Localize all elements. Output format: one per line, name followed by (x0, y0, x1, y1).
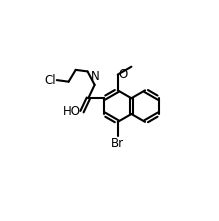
Text: Br: Br (111, 137, 124, 150)
Text: N: N (91, 70, 100, 83)
Text: O: O (119, 68, 128, 81)
Text: HO: HO (63, 105, 81, 118)
Text: Cl: Cl (44, 74, 56, 87)
